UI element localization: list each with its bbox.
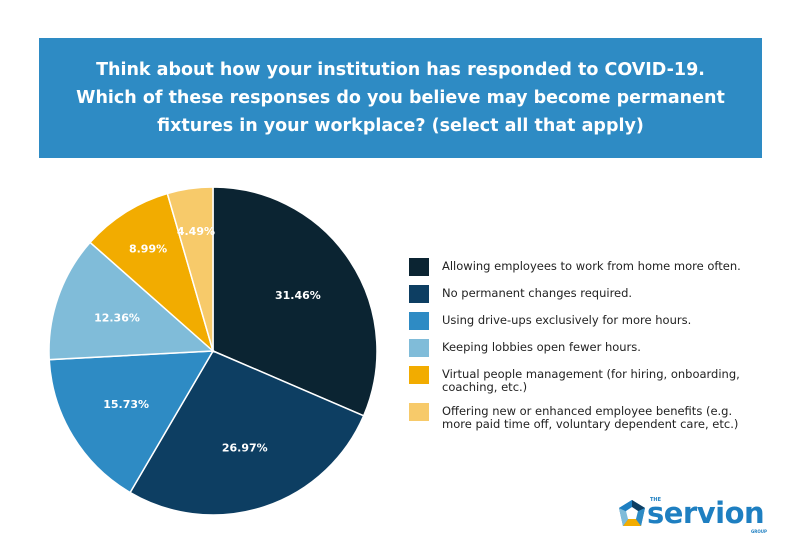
legend-item-employee-benefits: Offering new or enhanced employee benefi… — [409, 403, 769, 431]
legend-swatch — [409, 366, 429, 384]
legend-item-work-from-home: Allowing employees to work from home mor… — [409, 258, 769, 276]
logo-mark-icon — [619, 500, 645, 526]
pie-slice-employee-benefits — [166, 186, 214, 352]
legend-swatch — [409, 339, 429, 357]
legend: Allowing employees to work from home mor… — [409, 258, 769, 440]
logo-the: THE — [650, 497, 662, 503]
title-line-2: Which of these responses do you believe … — [76, 88, 725, 108]
legend-swatch — [409, 285, 429, 303]
logo-group: GROUP — [751, 529, 767, 534]
pie-slice-drive-ups — [48, 350, 215, 494]
legend-label: Keeping lobbies open fewer hours. — [442, 340, 641, 354]
legend-swatch — [409, 403, 429, 421]
legend-label: Virtual people management (for hiring, o… — [442, 367, 740, 394]
pie-label-lobbies: 12.36% — [94, 312, 140, 325]
legend-item-no-changes: No permanent changes required. — [409, 285, 769, 303]
pie-label-virtual-management: 8.99% — [129, 242, 167, 255]
title-line-3: fixtures in your workplace? (select all … — [157, 116, 644, 136]
pie-label-employee-benefits: 4.49% — [177, 225, 215, 238]
legend-item-drive-ups: Using drive-ups exclusively for more hou… — [409, 312, 769, 330]
legend-label: Allowing employees to work from home mor… — [442, 259, 741, 273]
legend-label: Offering new or enhanced employee benefi… — [442, 404, 739, 431]
title-line-1: Think about how your institution has res… — [96, 60, 705, 80]
pie-slice-no-changes — [129, 350, 365, 516]
servion-logo: servion THE GROUP — [617, 496, 767, 536]
pie-label-drive-ups: 15.73% — [103, 398, 149, 411]
pie-slice-work-from-home — [212, 186, 378, 417]
legend-swatch — [409, 258, 429, 276]
legend-label: No permanent changes required. — [442, 286, 633, 300]
pie-label-work-from-home: 31.46% — [275, 289, 321, 302]
legend-label: Using drive-ups exclusively for more hou… — [442, 313, 692, 327]
pie-slice-virtual-management — [89, 192, 215, 354]
logo-wordmark: servion — [647, 496, 765, 530]
legend-item-virtual-management: Virtual people management (for hiring, o… — [409, 366, 769, 394]
legend-item-lobbies: Keeping lobbies open fewer hours. — [409, 339, 769, 357]
title-banner: Think about how your institution has res… — [39, 38, 762, 158]
pie-slice-lobbies — [48, 241, 215, 361]
legend-swatch — [409, 312, 429, 330]
pie-label-no-changes: 26.97% — [222, 442, 268, 455]
